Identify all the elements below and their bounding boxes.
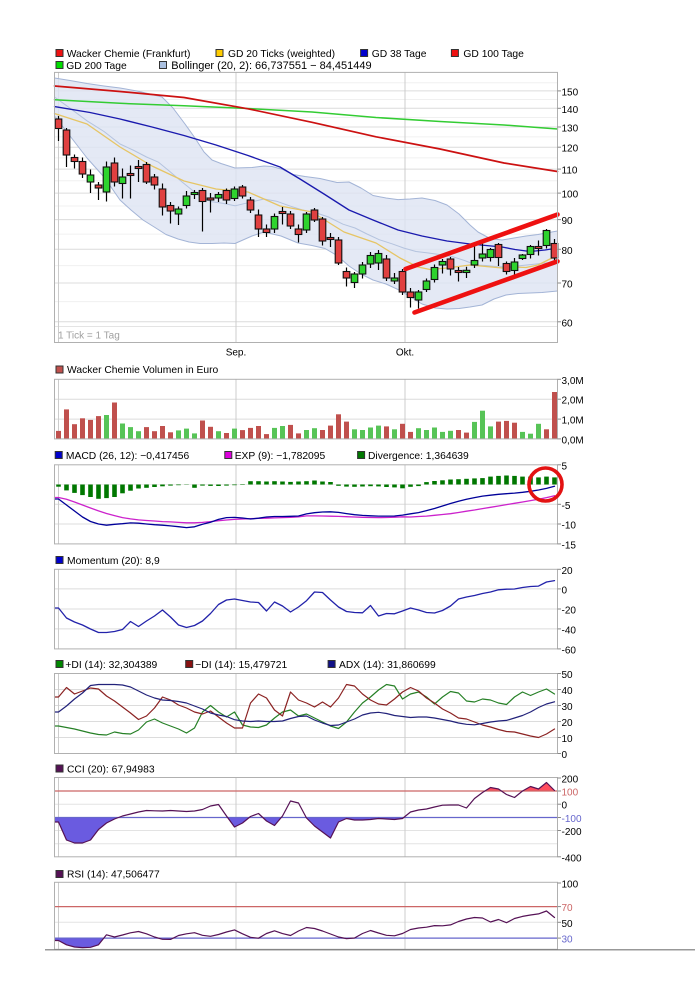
svg-text:1 Tick = 1 Tag: 1 Tick = 1 Tag: [58, 331, 120, 342]
svg-text:CCI (20): 67,94983: CCI (20): 67,94983: [67, 764, 155, 775]
svg-text:GD 20 Ticks (weighted): GD 20 Ticks (weighted): [228, 49, 335, 60]
svg-text:120: 120: [562, 144, 579, 155]
svg-text:GD 38 Tage: GD 38 Tage: [372, 49, 427, 60]
svg-text:Wacker Chemie Volumen in Euro: Wacker Chemie Volumen in Euro: [67, 365, 219, 376]
svg-text:50: 50: [562, 670, 574, 681]
svg-text:-100: -100: [562, 814, 582, 825]
svg-text:30: 30: [562, 935, 574, 946]
svg-text:-15: -15: [562, 540, 577, 551]
svg-text:-5: -5: [562, 501, 571, 512]
svg-text:150: 150: [562, 87, 579, 98]
svg-text:Okt.: Okt.: [396, 348, 414, 359]
svg-text:GD 100 Tage: GD 100 Tage: [463, 49, 524, 60]
svg-text:60: 60: [562, 318, 574, 329]
svg-text:EXP (9): −1,782095: EXP (9): −1,782095: [235, 451, 326, 462]
svg-text:1,0M: 1,0M: [562, 416, 584, 427]
svg-text:20: 20: [562, 566, 574, 577]
svg-text:Sep.: Sep.: [226, 348, 247, 359]
svg-text:5: 5: [562, 461, 568, 472]
svg-text:-200: -200: [562, 827, 582, 838]
svg-text:80: 80: [562, 246, 574, 257]
svg-text:3,0M: 3,0M: [562, 376, 584, 387]
svg-text:0: 0: [562, 801, 568, 812]
svg-text:2,0M: 2,0M: [562, 396, 584, 407]
svg-text:30: 30: [562, 702, 574, 713]
svg-text:90: 90: [562, 216, 574, 227]
svg-text:MACD (26, 12): −0,417456: MACD (26, 12): −0,417456: [66, 451, 190, 462]
svg-text:−DI (14): 15,479721: −DI (14): 15,479721: [195, 660, 287, 671]
svg-text:-10: -10: [562, 521, 577, 532]
svg-text:+DI (14): 32,304389: +DI (14): 32,304389: [65, 660, 157, 671]
svg-text:0,0M: 0,0M: [562, 435, 584, 446]
svg-text:Momentum (20): 8,9: Momentum (20): 8,9: [67, 556, 160, 567]
svg-text:140: 140: [562, 105, 579, 116]
svg-text:Wacker Chemie (Frankfurt): Wacker Chemie (Frankfurt): [67, 49, 191, 60]
svg-text:GD 200 Tage: GD 200 Tage: [66, 61, 127, 72]
svg-text:0: 0: [562, 585, 568, 596]
svg-text:40: 40: [562, 686, 574, 697]
svg-text:130: 130: [562, 124, 579, 135]
svg-text:100: 100: [562, 880, 579, 891]
svg-text:RSI (14): 47,506477: RSI (14): 47,506477: [67, 869, 160, 880]
svg-text:-40: -40: [562, 625, 577, 636]
svg-text:0: 0: [562, 750, 568, 761]
svg-text:Divergence: 1,364639: Divergence: 1,364639: [368, 451, 469, 462]
svg-text:-20: -20: [562, 606, 577, 617]
svg-text:-60: -60: [562, 645, 577, 656]
svg-text:10: 10: [562, 734, 574, 745]
svg-text:200: 200: [562, 775, 579, 786]
svg-text:70: 70: [562, 280, 574, 291]
svg-text:100: 100: [562, 788, 579, 799]
svg-text:20: 20: [562, 718, 574, 729]
svg-text:110: 110: [562, 166, 578, 177]
svg-text:Bollinger (20, 2): 66,737551 −: Bollinger (20, 2): 66,737551 − 84,451449: [171, 60, 371, 72]
svg-text:100: 100: [562, 190, 579, 201]
svg-text:ADX (14): 31,860699: ADX (14): 31,860699: [339, 660, 436, 671]
svg-text:-400: -400: [562, 853, 582, 864]
svg-text:70: 70: [562, 903, 574, 914]
svg-text:50: 50: [562, 919, 574, 930]
